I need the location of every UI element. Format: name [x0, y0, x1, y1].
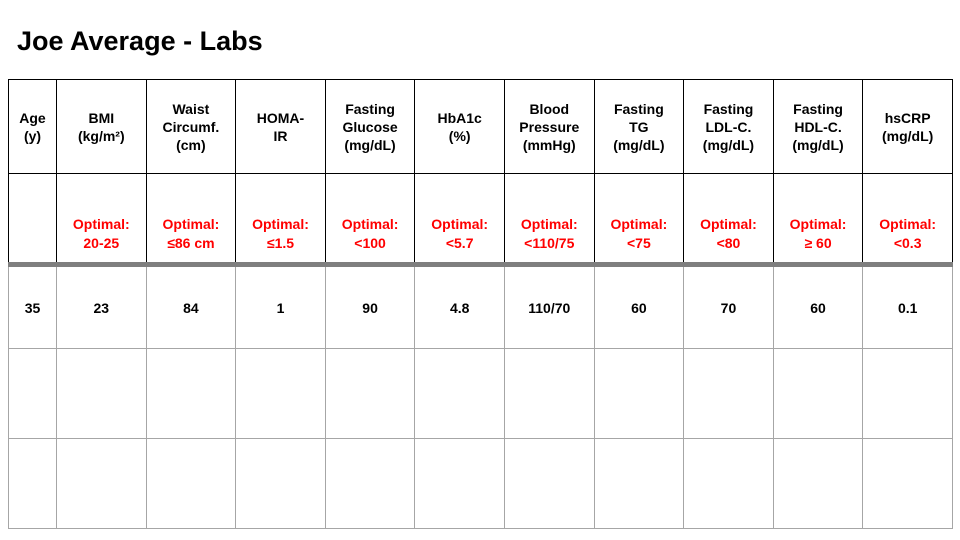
header-row: Age (y) BMI (kg/m²) Waist Circumf. (cm) …	[8, 79, 953, 174]
column-header-ldl: Fasting LDL-C. (mg/dL)	[683, 79, 774, 174]
empty-cell	[862, 438, 953, 529]
optimal-range-tg: Optimal: <75	[593, 173, 685, 267]
value-tg: 60	[593, 264, 685, 349]
value-homa-ir: 1	[235, 264, 326, 349]
column-header-hba1c: HbA1c (%)	[414, 79, 505, 174]
empty-cell	[145, 348, 237, 439]
value-ldl: 70	[683, 264, 774, 349]
optimal-range-bp: Optimal: <110/75	[503, 173, 595, 267]
value-bmi: 23	[56, 264, 147, 349]
empty-cell	[414, 348, 505, 439]
column-header-hdl: Fasting HDL-C. (mg/dL)	[772, 79, 864, 174]
empty-cell	[593, 438, 685, 529]
empty-cell	[772, 438, 864, 529]
optimal-range-hdl: Optimal: ≥ 60	[772, 173, 864, 267]
empty-cell	[8, 348, 57, 439]
empty-cell	[324, 438, 416, 529]
column-header-homa-ir: HOMA- IR	[235, 79, 326, 174]
labs-table: Age (y) BMI (kg/m²) Waist Circumf. (cm) …	[8, 79, 953, 529]
empty-cell	[772, 348, 864, 439]
empty-cell	[593, 348, 685, 439]
column-header-bmi: BMI (kg/m²)	[56, 79, 147, 174]
empty-cell	[862, 348, 953, 439]
empty-cell	[56, 348, 147, 439]
empty-cell	[324, 348, 416, 439]
value-bp: 110/70	[503, 264, 595, 349]
value-age: 35	[8, 264, 57, 349]
optimal-range-hscrp: Optimal: <0.3	[862, 173, 953, 267]
optimal-range-glucose: Optimal: <100	[324, 173, 416, 267]
empty-cell	[683, 348, 774, 439]
empty-cell	[235, 438, 326, 529]
optimal-range-age	[8, 173, 57, 267]
column-header-waist: Waist Circumf. (cm)	[145, 79, 237, 174]
empty-cell	[503, 348, 595, 439]
empty-cell	[235, 348, 326, 439]
empty-cell	[503, 438, 595, 529]
column-header-bp: Blood Pressure (mmHg)	[503, 79, 595, 174]
optimal-range-homa-ir: Optimal: ≤1.5	[235, 173, 326, 267]
data-row: 35 23 84 1 90 4.8 110/70 60 70 60 0.1	[8, 264, 953, 349]
column-header-tg: Fasting TG (mg/dL)	[593, 79, 685, 174]
page-title: Joe Average - Labs	[17, 26, 263, 56]
value-glucose: 90	[324, 264, 416, 349]
value-hscrp: 0.1	[862, 264, 953, 349]
empty-row	[8, 438, 953, 529]
optimal-row: Optimal: 20-25 Optimal: ≤86 cm Optimal: …	[8, 173, 953, 267]
empty-cell	[8, 438, 57, 529]
empty-cell	[56, 438, 147, 529]
value-hba1c: 4.8	[414, 264, 505, 349]
column-header-hscrp: hsCRP (mg/dL)	[862, 79, 953, 174]
empty-cell	[145, 438, 237, 529]
optimal-range-ldl: Optimal: <80	[683, 173, 774, 267]
value-hdl: 60	[772, 264, 864, 349]
empty-cell	[683, 438, 774, 529]
optimal-range-waist: Optimal: ≤86 cm	[145, 173, 237, 267]
empty-row	[8, 348, 953, 439]
column-header-glucose: Fasting Glucose (mg/dL)	[324, 79, 416, 174]
column-header-age: Age (y)	[8, 79, 57, 174]
empty-cell	[414, 438, 505, 529]
optimal-range-hba1c: Optimal: <5.7	[414, 173, 505, 267]
optimal-range-bmi: Optimal: 20-25	[56, 173, 147, 267]
value-waist: 84	[145, 264, 237, 349]
